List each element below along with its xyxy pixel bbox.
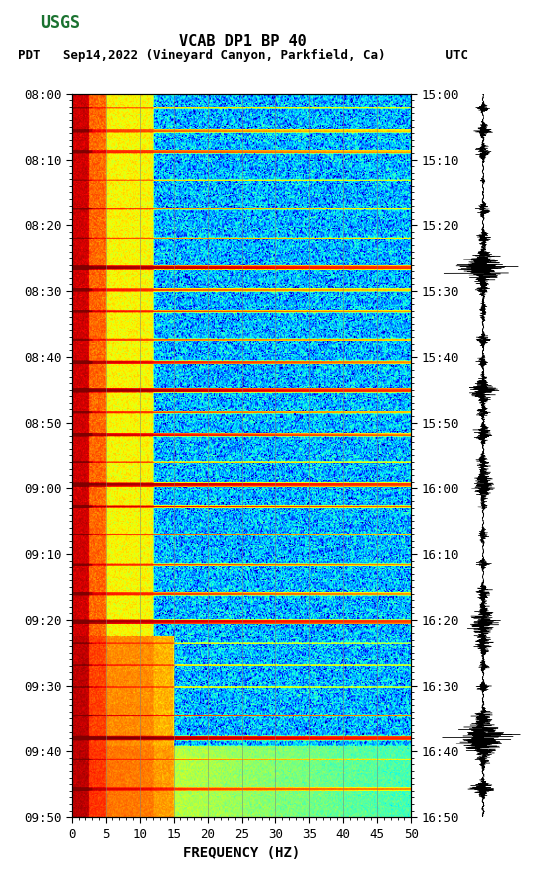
Text: PDT   Sep14,2022 (Vineyard Canyon, Parkfield, Ca)        UTC: PDT Sep14,2022 (Vineyard Canyon, Parkfie…	[18, 49, 468, 63]
Polygon shape	[8, 9, 32, 37]
Text: USGS: USGS	[40, 14, 79, 32]
Text: VCAB DP1 BP 40: VCAB DP1 BP 40	[179, 34, 307, 49]
X-axis label: FREQUENCY (HZ): FREQUENCY (HZ)	[183, 846, 300, 860]
